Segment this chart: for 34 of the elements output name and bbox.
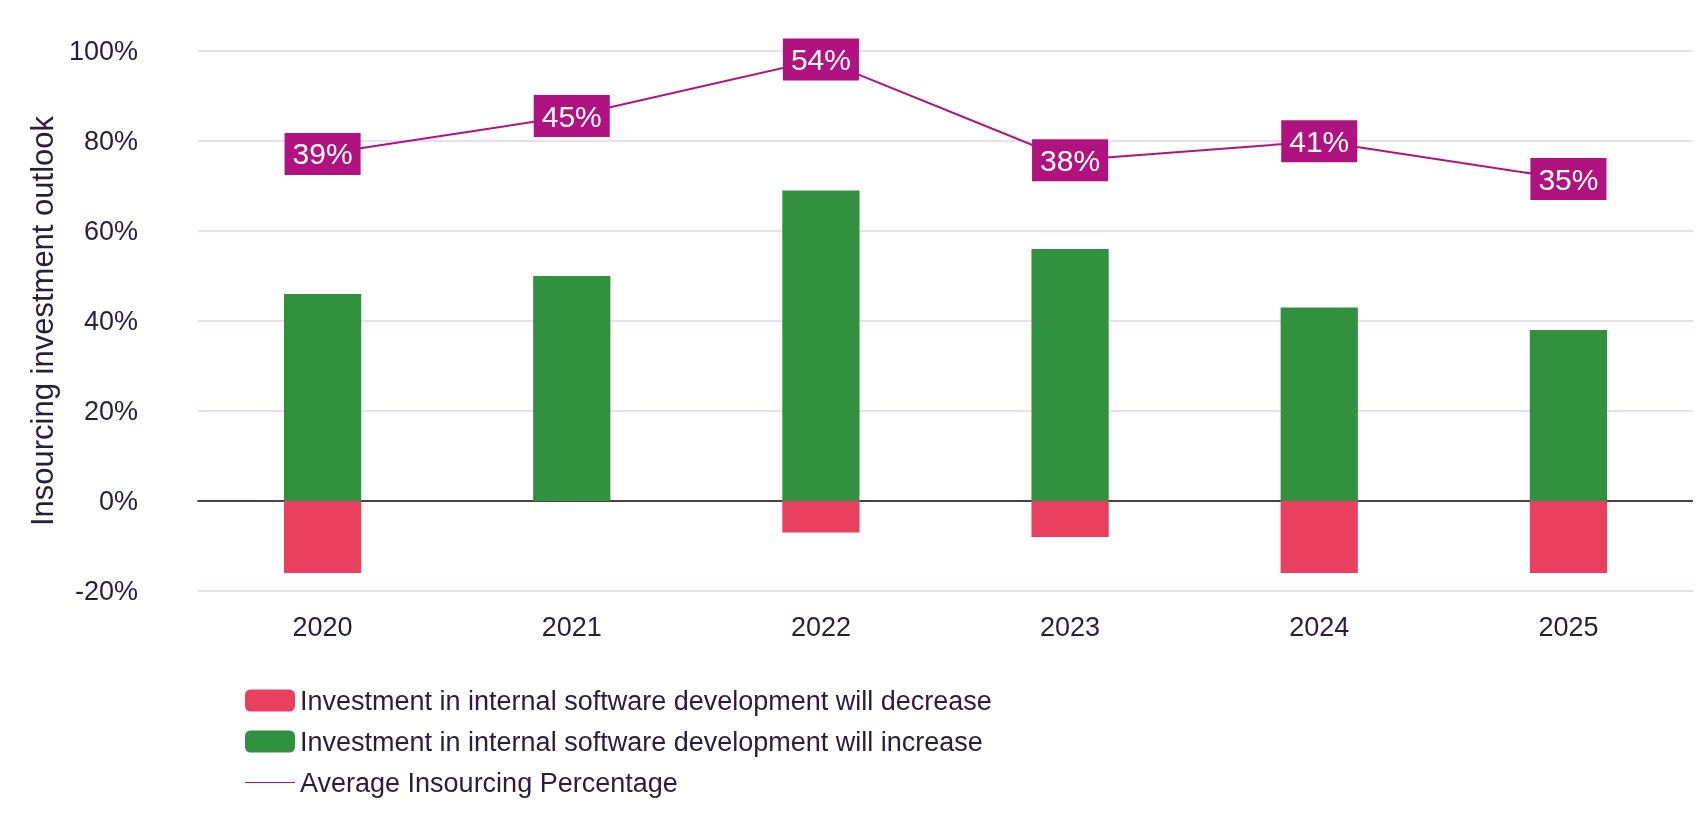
- data-label: 35%: [1538, 162, 1599, 196]
- x-tick-label: 2024: [1289, 611, 1350, 642]
- y-tick-label: 80%: [83, 126, 138, 156]
- data-label: 38%: [1040, 143, 1101, 177]
- bar: [1031, 501, 1109, 537]
- x-tick-label: 2025: [1538, 611, 1599, 642]
- x-tick-label: 2020: [292, 611, 353, 642]
- y-axis-title: Insourcing investment outlook: [25, 115, 60, 527]
- bar: [1280, 501, 1358, 573]
- x-tick-label: 2021: [541, 611, 602, 642]
- bar: [1529, 330, 1608, 501]
- y-tick-label: 40%: [83, 306, 138, 336]
- data-label: 39%: [292, 137, 353, 171]
- legend-label: Investment in internal software development will increase: [300, 726, 983, 757]
- x-tick-label: 2023: [1040, 611, 1101, 642]
- bar: [782, 190, 860, 501]
- y-tick-label: 0%: [98, 486, 138, 516]
- bar: [782, 501, 860, 533]
- legend-label: Investment in internal software development will decrease: [300, 685, 992, 716]
- data-label: 45%: [541, 99, 602, 133]
- y-tick-label: -20%: [74, 576, 138, 606]
- bar: [283, 501, 362, 573]
- bar: [1280, 307, 1358, 501]
- x-tick-label: 2022: [790, 611, 851, 642]
- data-label: 54%: [790, 42, 851, 76]
- bar: [1031, 249, 1109, 501]
- y-tick-label: 100%: [68, 36, 138, 66]
- y-tick-label: 60%: [83, 216, 138, 246]
- bar: [283, 294, 362, 501]
- legend-label: Average Insourcing Percentage: [300, 767, 678, 798]
- data-label: 41%: [1289, 124, 1350, 158]
- y-tick-label: 20%: [83, 396, 138, 426]
- bar: [1529, 501, 1608, 573]
- bar: [533, 276, 611, 501]
